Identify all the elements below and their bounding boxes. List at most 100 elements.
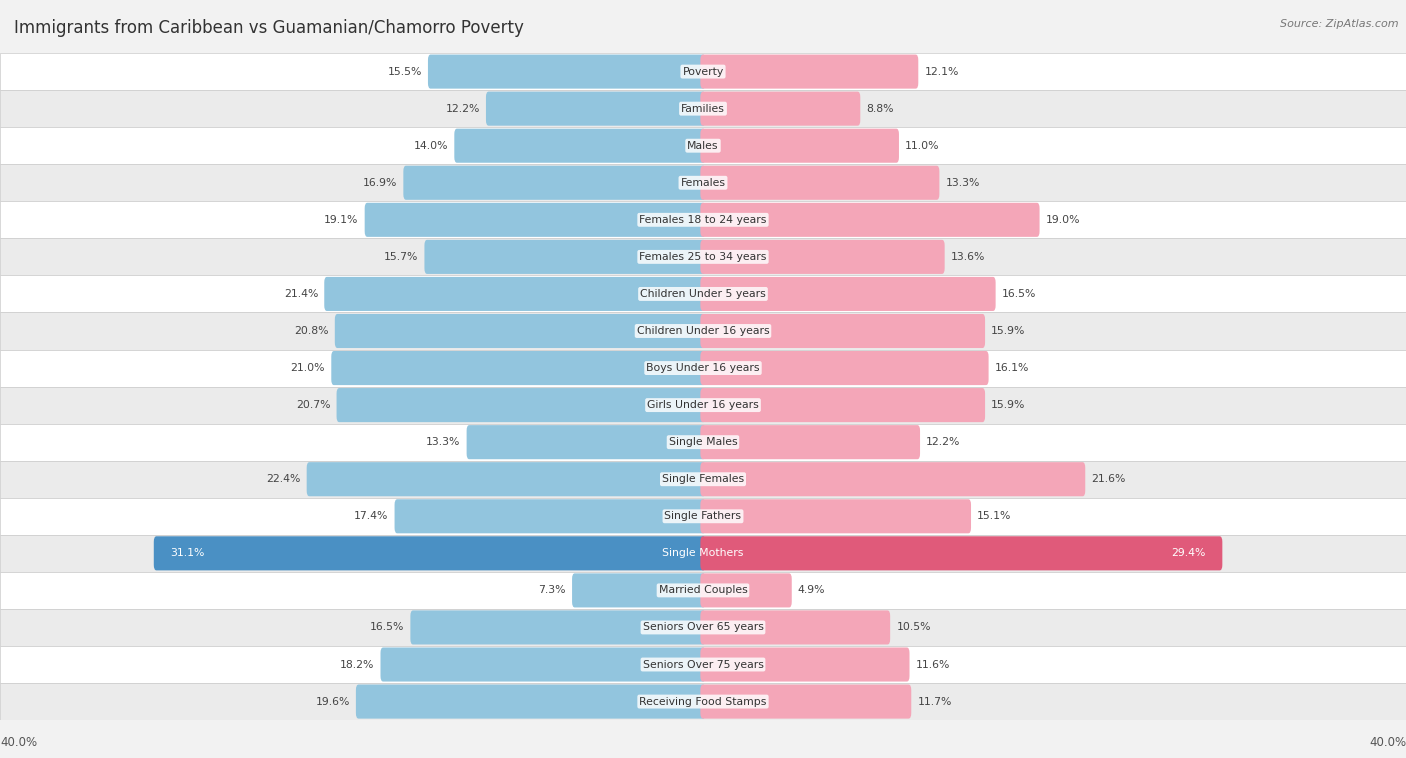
Text: Seniors Over 65 years: Seniors Over 65 years <box>643 622 763 632</box>
Text: 14.0%: 14.0% <box>413 141 449 151</box>
Text: Boys Under 16 years: Boys Under 16 years <box>647 363 759 373</box>
FancyBboxPatch shape <box>336 388 706 422</box>
Text: 17.4%: 17.4% <box>354 512 388 522</box>
Text: Males: Males <box>688 141 718 151</box>
Text: 8.8%: 8.8% <box>866 104 894 114</box>
Bar <box>0 387 1406 424</box>
Text: 15.1%: 15.1% <box>977 512 1011 522</box>
FancyBboxPatch shape <box>700 647 910 681</box>
FancyBboxPatch shape <box>381 647 706 681</box>
FancyBboxPatch shape <box>454 129 706 163</box>
Text: 13.3%: 13.3% <box>945 178 980 188</box>
Text: 13.6%: 13.6% <box>950 252 986 262</box>
FancyBboxPatch shape <box>700 277 995 311</box>
Text: Poverty: Poverty <box>682 67 724 77</box>
Bar <box>0 127 1406 164</box>
Text: 13.3%: 13.3% <box>426 437 461 447</box>
Text: 18.2%: 18.2% <box>340 659 374 669</box>
Text: 29.4%: 29.4% <box>1171 548 1206 559</box>
Text: Source: ZipAtlas.com: Source: ZipAtlas.com <box>1281 19 1399 29</box>
FancyBboxPatch shape <box>700 537 1222 570</box>
FancyBboxPatch shape <box>404 166 706 200</box>
Text: 15.7%: 15.7% <box>384 252 419 262</box>
Text: 15.9%: 15.9% <box>991 400 1025 410</box>
FancyBboxPatch shape <box>700 610 890 644</box>
Text: Receiving Food Stamps: Receiving Food Stamps <box>640 697 766 706</box>
Bar <box>0 275 1406 312</box>
Text: 40.0%: 40.0% <box>1369 736 1406 749</box>
Text: Immigrants from Caribbean vs Guamanian/Chamorro Poverty: Immigrants from Caribbean vs Guamanian/C… <box>14 19 524 37</box>
FancyBboxPatch shape <box>700 388 986 422</box>
FancyBboxPatch shape <box>700 684 911 719</box>
Text: Single Males: Single Males <box>669 437 737 447</box>
Text: 19.0%: 19.0% <box>1046 215 1080 225</box>
Bar <box>0 683 1406 720</box>
Text: 15.5%: 15.5% <box>388 67 422 77</box>
Text: Married Couples: Married Couples <box>658 585 748 595</box>
Text: 16.5%: 16.5% <box>370 622 405 632</box>
Text: 21.6%: 21.6% <box>1091 475 1126 484</box>
Bar <box>0 424 1406 461</box>
FancyBboxPatch shape <box>700 500 972 534</box>
Text: 11.6%: 11.6% <box>915 659 950 669</box>
Bar <box>0 238 1406 275</box>
Bar <box>0 461 1406 498</box>
FancyBboxPatch shape <box>700 351 988 385</box>
Text: 12.2%: 12.2% <box>927 437 960 447</box>
FancyBboxPatch shape <box>335 314 706 348</box>
Bar <box>0 498 1406 535</box>
FancyBboxPatch shape <box>364 203 706 236</box>
Text: 12.2%: 12.2% <box>446 104 479 114</box>
FancyBboxPatch shape <box>325 277 706 311</box>
Text: Single Mothers: Single Mothers <box>662 548 744 559</box>
FancyBboxPatch shape <box>700 203 1039 236</box>
FancyBboxPatch shape <box>700 425 920 459</box>
Bar <box>0 349 1406 387</box>
Bar <box>0 535 1406 572</box>
FancyBboxPatch shape <box>700 240 945 274</box>
Text: 10.5%: 10.5% <box>897 622 931 632</box>
Text: 19.6%: 19.6% <box>315 697 350 706</box>
FancyBboxPatch shape <box>356 684 706 719</box>
FancyBboxPatch shape <box>700 92 860 126</box>
FancyBboxPatch shape <box>411 610 706 644</box>
Text: 40.0%: 40.0% <box>0 736 37 749</box>
FancyBboxPatch shape <box>700 129 898 163</box>
Text: 21.0%: 21.0% <box>291 363 325 373</box>
Text: Children Under 5 years: Children Under 5 years <box>640 289 766 299</box>
FancyBboxPatch shape <box>700 573 792 607</box>
Text: Females 18 to 24 years: Females 18 to 24 years <box>640 215 766 225</box>
FancyBboxPatch shape <box>395 500 706 534</box>
Text: 19.1%: 19.1% <box>325 215 359 225</box>
Bar <box>0 312 1406 349</box>
Bar <box>0 53 1406 90</box>
FancyBboxPatch shape <box>572 573 706 607</box>
Text: Single Fathers: Single Fathers <box>665 512 741 522</box>
Text: 16.5%: 16.5% <box>1001 289 1036 299</box>
FancyBboxPatch shape <box>467 425 706 459</box>
Text: 21.4%: 21.4% <box>284 289 318 299</box>
FancyBboxPatch shape <box>700 314 986 348</box>
Text: Females 25 to 34 years: Females 25 to 34 years <box>640 252 766 262</box>
FancyBboxPatch shape <box>332 351 706 385</box>
Text: 16.9%: 16.9% <box>363 178 398 188</box>
Bar <box>0 646 1406 683</box>
Text: 7.3%: 7.3% <box>538 585 565 595</box>
Text: Girls Under 16 years: Girls Under 16 years <box>647 400 759 410</box>
Bar <box>0 90 1406 127</box>
Bar <box>0 572 1406 609</box>
Text: 20.8%: 20.8% <box>294 326 329 336</box>
Text: Females: Females <box>681 178 725 188</box>
Bar <box>0 609 1406 646</box>
Text: 4.9%: 4.9% <box>799 585 825 595</box>
Legend: Immigrants from Caribbean, Guamanian/Chamorro: Immigrants from Caribbean, Guamanian/Cha… <box>513 754 893 758</box>
FancyBboxPatch shape <box>425 240 706 274</box>
Text: 20.7%: 20.7% <box>295 400 330 410</box>
Text: 31.1%: 31.1% <box>170 548 205 559</box>
FancyBboxPatch shape <box>153 537 706 570</box>
Bar <box>0 164 1406 202</box>
Text: Children Under 16 years: Children Under 16 years <box>637 326 769 336</box>
Text: 22.4%: 22.4% <box>266 475 301 484</box>
FancyBboxPatch shape <box>486 92 706 126</box>
Text: 11.7%: 11.7% <box>917 697 952 706</box>
